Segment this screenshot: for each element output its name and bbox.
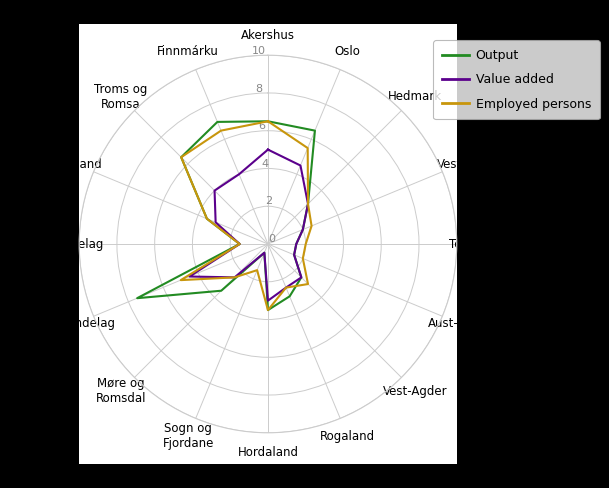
Legend: Output, Value added, Employed persons: Output, Value added, Employed persons: [433, 41, 600, 120]
